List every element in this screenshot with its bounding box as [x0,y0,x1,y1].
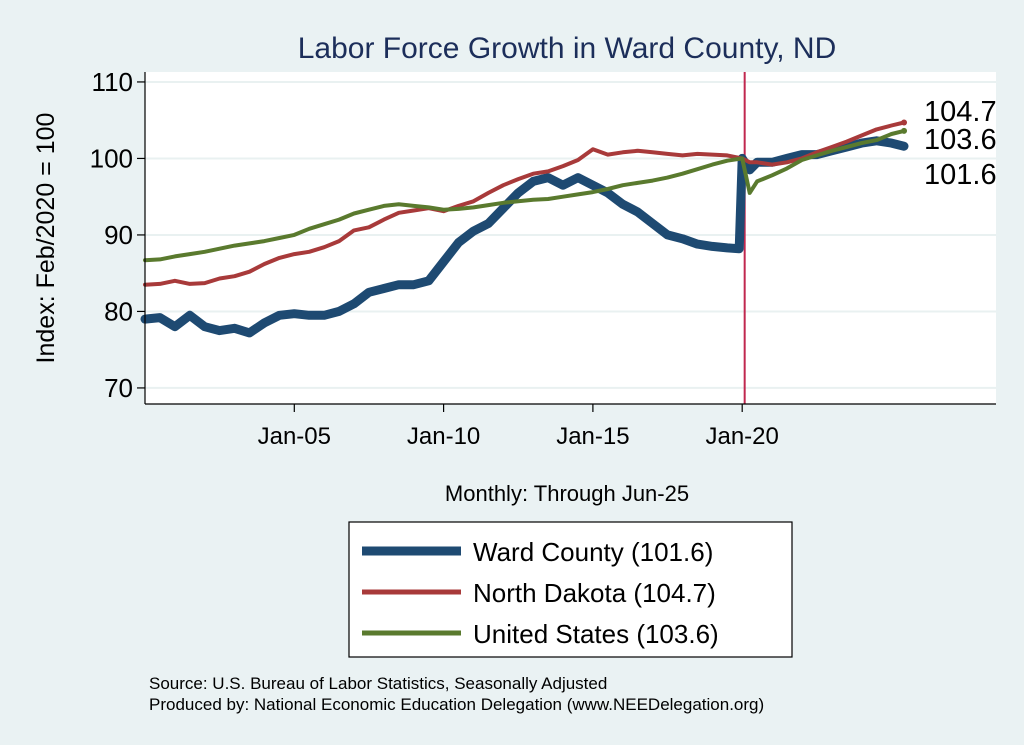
series-endpoint-north-dakota [901,119,908,126]
series-lines [140,119,909,338]
series-endpoint-united-states [901,127,908,134]
legend-label-north-dakota: North Dakota (104.7) [473,578,716,608]
x-tick-label: Jan-05 [258,423,331,450]
series-line-united-states [143,128,906,263]
legend-label-united-states: United States (103.6) [473,619,719,649]
x-tick-label: Jan-20 [705,423,778,450]
series-line-ward-county [140,136,909,338]
y-tick-label: 80 [104,296,133,326]
series-line-north-dakota [143,120,906,287]
produced-by-note: Produced by: National Economic Education… [149,695,764,714]
x-tick-label: Jan-10 [407,423,480,450]
x-tick-label: Jan-15 [556,423,629,450]
y-tick-label: 100 [90,143,133,173]
y-axis-label: Index: Feb/2020 = 100 [32,113,60,364]
source-note: Source: U.S. Bureau of Labor Statistics,… [149,674,607,693]
y-tick-label: 110 [92,67,133,97]
y-ticks: 70 80 90 100 110 [90,67,145,403]
legend-label-ward-county: Ward County (101.6) [473,537,713,567]
x-ticks: Jan-05 Jan-10 Jan-15 Jan-20 [258,404,779,450]
end-label-north-dakota: 104.7 [924,96,997,128]
end-label-united-states: 103.6 [924,124,997,156]
y-tick-label: 90 [104,220,133,250]
x-axis-label: Monthly: Through Jun-25 [445,481,689,506]
legend: Ward County (101.6) North Dakota (104.7)… [348,521,793,658]
y-tick-label: 70 [104,373,133,403]
gridlines [145,80,996,389]
series-endpoint-ward-county [901,143,908,150]
end-label-ward-county: 101.6 [924,159,997,191]
chart-title: Labor Force Growth in Ward County, ND [298,32,837,65]
